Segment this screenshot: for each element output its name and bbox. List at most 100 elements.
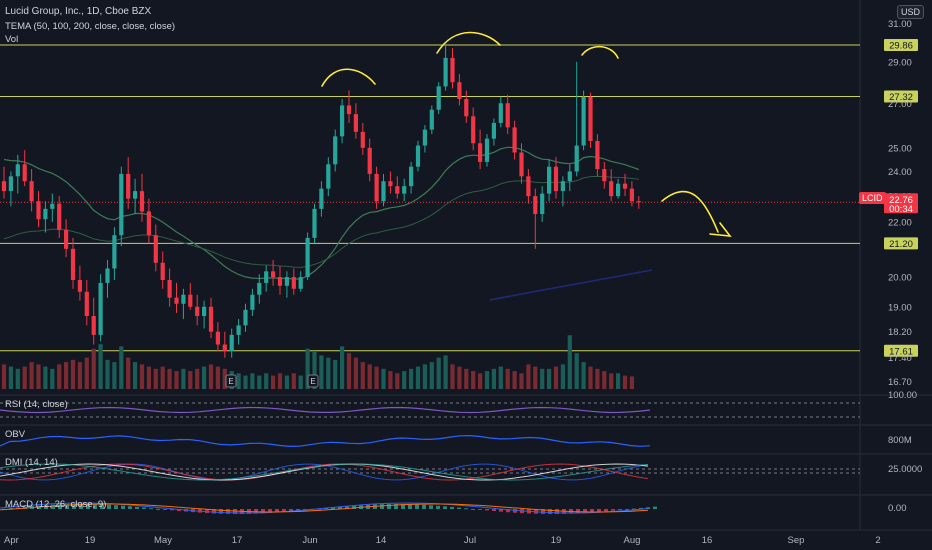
volume-bar (91, 348, 96, 389)
candle-body (505, 103, 510, 128)
macd-histogram-bar (499, 509, 503, 512)
candle-body (353, 114, 358, 132)
macd-histogram-bar (128, 506, 132, 509)
candle-body (208, 306, 214, 332)
macd-histogram-bar (394, 504, 398, 509)
macd-histogram-bar (135, 506, 139, 509)
volume-bar (277, 373, 283, 389)
x-tick-label: Sep (788, 535, 805, 546)
macd-signal-line (0, 503, 649, 513)
x-tick-label: Apr (4, 535, 19, 546)
candle-body (374, 173, 379, 202)
candle-body (64, 229, 69, 249)
candle-body (533, 196, 538, 215)
macd-histogram-bar (464, 508, 468, 510)
volume-bar (181, 368, 186, 389)
candle-body (429, 109, 434, 130)
volume-bar (15, 368, 20, 389)
candle-body (174, 297, 179, 304)
candle-body (409, 166, 414, 187)
volume-bar (119, 346, 124, 389)
candle-body (519, 152, 524, 177)
candle-body (367, 147, 372, 174)
candle-body (340, 105, 345, 137)
obv-line (0, 434, 651, 448)
x-tick-label: 19 (551, 535, 562, 546)
macd-histogram-bar (121, 505, 125, 509)
earnings-marker-label: E (228, 377, 233, 386)
candle-body (346, 105, 352, 115)
macd-histogram-bar (331, 507, 335, 509)
macd-histogram-bar (632, 508, 636, 510)
x-tick-label: 14 (376, 535, 387, 546)
price-tick-label: 16.70 (888, 377, 912, 388)
candle-body (146, 211, 151, 236)
current-price-tag (884, 193, 918, 214)
candle-body (181, 294, 186, 304)
macd-pane-label[interactable]: MACD (12, 26, close, 9) (5, 499, 107, 510)
candle-body (57, 203, 62, 230)
candle-body (98, 282, 103, 335)
macd-histogram-bar (618, 509, 622, 511)
volume-indicator-label[interactable]: Vol (5, 34, 19, 45)
dmi-pane-label[interactable]: DMI (14, 14) (5, 457, 58, 468)
sketch-arc-left-shoulder (321, 68, 376, 87)
macd-histogram-bar (317, 508, 321, 510)
candle-body (119, 173, 124, 236)
volume-bar (312, 350, 317, 389)
candle-body (167, 279, 172, 298)
macd-histogram-bar (177, 509, 181, 511)
x-tick-label: Aug (624, 535, 641, 546)
candle-body (222, 344, 227, 352)
volume-bar (429, 362, 434, 389)
x-tick-label: 2 (875, 535, 880, 546)
candle-body (567, 171, 572, 182)
x-tick-label: May (154, 535, 172, 546)
candle-body (291, 277, 296, 289)
level-label: 21.20 (889, 239, 913, 250)
macd-histogram-bar (583, 509, 587, 513)
candle-body (29, 181, 34, 202)
volume-bar (609, 373, 614, 389)
level-label: 29.86 (889, 40, 913, 51)
volume-bar (353, 357, 358, 389)
rsi-pane-label[interactable]: RSI (14, close) (5, 399, 68, 410)
candle-body (360, 131, 365, 148)
candle-body (319, 188, 324, 209)
volume-bar (388, 371, 393, 389)
candle-body (277, 277, 283, 286)
macd-histogram-bar (205, 509, 209, 514)
macd-scale-label: 0.00 (888, 503, 907, 514)
tema-indicator-label[interactable]: TEMA (50, 100, 200, close, close, close) (5, 21, 176, 32)
volume-bar (367, 364, 372, 389)
volume-bar (160, 366, 165, 389)
volume-bar (512, 371, 517, 389)
volume-bar (305, 348, 310, 389)
candle-body (105, 268, 110, 283)
price-tick-label: 27.00 (888, 99, 912, 110)
sketch-arrowhead (709, 222, 732, 237)
macd-histogram-bar (653, 506, 657, 509)
candle-body (574, 145, 579, 172)
volume-bar (1, 364, 7, 389)
candle-body (512, 127, 517, 153)
volume-bar (133, 362, 138, 389)
candle-body (298, 277, 303, 289)
candle-body (77, 279, 82, 292)
candle-body (264, 271, 269, 283)
obv-pane-label[interactable]: OBV (5, 429, 26, 440)
volume-bar (195, 368, 200, 389)
candle-body (36, 201, 41, 220)
macd-histogram-bar (478, 509, 482, 510)
volume-bar (553, 366, 559, 389)
macd-histogram-bar (282, 509, 286, 512)
macd-histogram-bar (541, 509, 545, 514)
volume-bar (126, 357, 131, 389)
candle-body (540, 193, 545, 215)
volume-bar (77, 362, 82, 389)
volume-bar (98, 344, 103, 389)
volume-bar (491, 368, 496, 389)
macd-histogram-bar (219, 509, 223, 514)
currency-badge[interactable]: USD (896, 5, 924, 19)
